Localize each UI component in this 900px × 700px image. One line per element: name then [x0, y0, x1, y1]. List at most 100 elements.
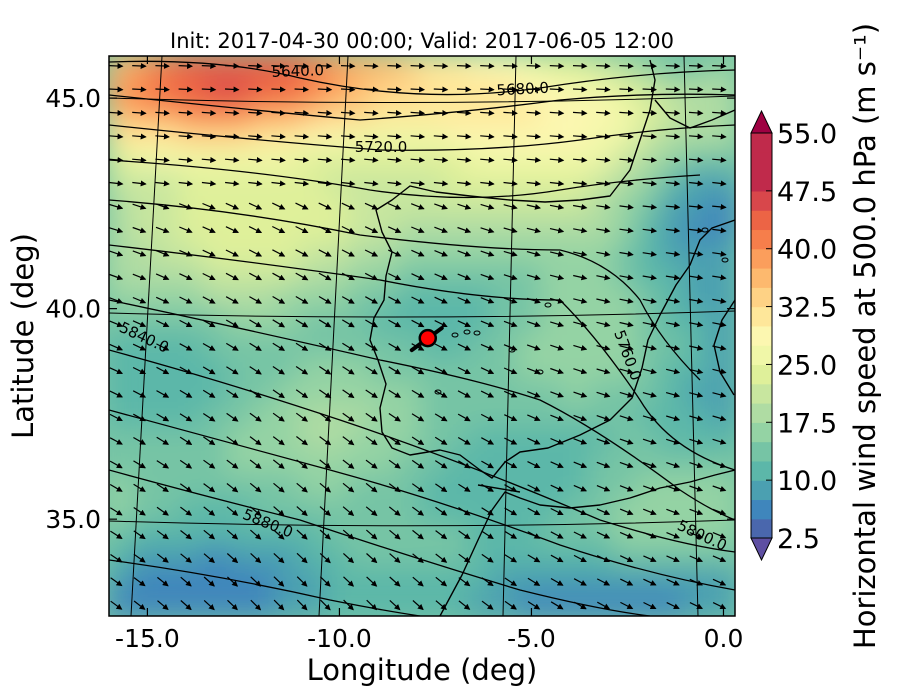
wind-arrow [132, 203, 147, 210]
field-cell [155, 567, 184, 595]
wind-arrow [504, 460, 518, 469]
wind-arrow [526, 203, 541, 210]
wind-arrow [365, 389, 378, 399]
field-cell [708, 124, 735, 152]
wind-arrow [109, 203, 124, 210]
wind-arrow [296, 552, 308, 564]
wind-arrow [503, 156, 518, 163]
wind-arrow [295, 225, 309, 234]
field-cell [612, 124, 641, 152]
wind-arrow [619, 485, 634, 492]
field-cell [299, 380, 328, 408]
field-cell [708, 100, 735, 128]
field-cell [323, 380, 352, 408]
field-cell [612, 544, 641, 572]
wind-arrow [365, 412, 378, 422]
field-cell [155, 357, 184, 385]
field-cell [684, 404, 713, 432]
wind-arrow [527, 461, 541, 469]
colorbar-band [751, 460, 772, 481]
wind-arrow [573, 180, 588, 187]
field-cell [203, 170, 232, 198]
wind-arrow [435, 576, 448, 587]
map-frame [108, 55, 736, 617]
wind-arrow [434, 413, 448, 422]
wind-arrow [619, 180, 634, 187]
field-cell [444, 334, 473, 362]
wind-arrow [155, 86, 170, 93]
field-cell [492, 590, 521, 616]
wind-arrow [109, 413, 123, 422]
wind-arrow [550, 554, 564, 563]
wind-arrow [411, 273, 425, 281]
wind-arrow [318, 225, 332, 234]
wind-arrow [457, 203, 472, 210]
field-cell [299, 544, 328, 572]
wind-arrow [573, 601, 587, 610]
meridian-line [683, 56, 699, 616]
wind-arrow [642, 297, 657, 304]
wind-arrow [435, 506, 448, 516]
wind-arrow [666, 532, 680, 539]
wind-arrow [526, 227, 541, 234]
wind-arrow [480, 62, 495, 69]
wind-arrow [364, 202, 379, 210]
field-cell [299, 474, 328, 502]
wind-arrow [642, 321, 657, 328]
field-cell [708, 567, 735, 595]
wind-arrow [201, 180, 217, 187]
wind-arrow [155, 62, 170, 69]
wind-arrow [549, 297, 565, 304]
y-axis-label: Latitude (deg) [6, 233, 40, 439]
wind-arrow [642, 485, 657, 492]
wind-arrow [619, 250, 634, 257]
wind-arrow [387, 133, 402, 140]
wind-arrow [688, 133, 704, 140]
wind-arrow [249, 366, 262, 375]
wind-arrow [410, 156, 426, 163]
wind-arrow [250, 576, 262, 587]
field-cell [516, 240, 545, 268]
island-outline [721, 257, 729, 263]
wind-arrow [248, 86, 263, 93]
coastline-segment [713, 299, 735, 396]
wind-arrow [596, 180, 611, 187]
wind-arrow [180, 576, 192, 587]
wind-arrow [319, 482, 332, 493]
wind-arrow [410, 109, 426, 116]
wind-arrow [573, 274, 588, 281]
field-cell [636, 590, 665, 616]
marker-dot [418, 328, 438, 348]
wind-arrow [503, 344, 518, 351]
field-cell [395, 474, 424, 502]
wind-arrow [550, 577, 564, 586]
wind-arrow [388, 413, 401, 422]
wind-arrow [411, 296, 425, 304]
wind-arrow [179, 296, 193, 304]
field-cell [347, 170, 376, 198]
field-cell [684, 590, 713, 616]
y-tick-label: 35.0 [45, 505, 101, 534]
wind-arrow [435, 530, 448, 540]
wind-arrow [180, 600, 192, 611]
wind-arrow [224, 133, 240, 140]
field-cell [395, 100, 424, 128]
field-cell [444, 124, 473, 152]
field-cell [564, 264, 593, 292]
wind-arrow [504, 530, 518, 539]
wind-arrow [503, 274, 518, 281]
field-cell [179, 56, 208, 82]
field-cell [420, 567, 449, 595]
wind-arrow [156, 553, 169, 563]
wind-arrow [665, 133, 681, 140]
wind-arrow [155, 133, 170, 140]
field-cell [299, 124, 328, 152]
wind-arrow [249, 412, 262, 422]
wind-arrow [527, 437, 541, 445]
wind-arrow [132, 226, 147, 234]
wind-arrow [179, 389, 193, 398]
field-cell [131, 427, 160, 455]
wind-arrow [457, 366, 471, 375]
field-cell [636, 194, 665, 222]
contour-label: 5680.0 [496, 79, 549, 100]
